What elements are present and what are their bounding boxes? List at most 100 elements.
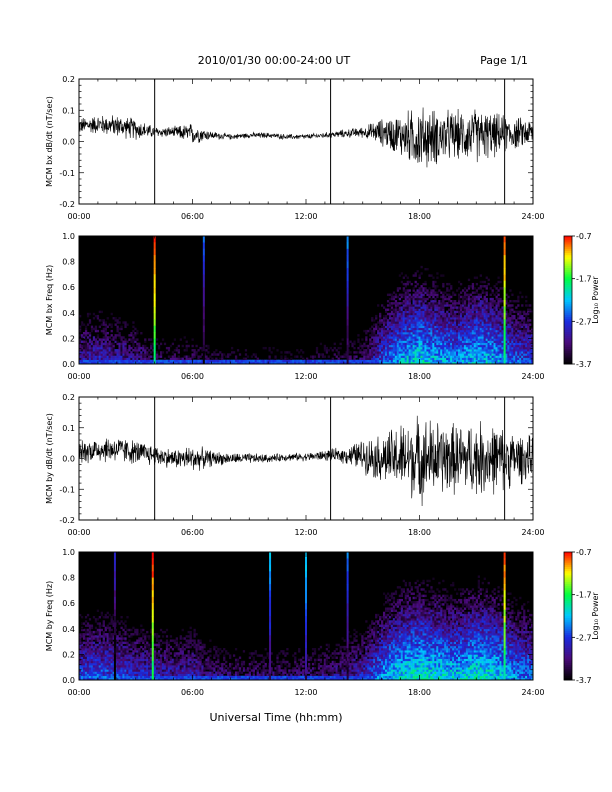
spectrogram-cell <box>185 344 188 348</box>
spectrogram-cell <box>493 310 496 314</box>
spectrogram-cell <box>428 353 431 356</box>
colorbar-step <box>564 297 572 301</box>
spectrogram-cell <box>428 351 431 354</box>
spectrogram-cell <box>428 361 431 365</box>
spectrogram-cell <box>469 285 473 288</box>
colorbar-step <box>564 236 572 239</box>
spectrogram-cell <box>82 656 86 659</box>
spectrogram-cell <box>475 310 479 314</box>
spectrogram-cell <box>402 336 405 339</box>
spectrogram-cell <box>487 321 490 324</box>
spectrogram-cell <box>440 314 443 318</box>
spectrogram-cell <box>349 357 352 361</box>
spectrogram-cell <box>371 325 374 329</box>
spectrogram-cell <box>79 639 82 642</box>
spectrogram-cell <box>327 361 330 365</box>
spectrogram-cell <box>515 344 518 348</box>
spectrogram-cell <box>386 338 390 341</box>
spectrogram-cell <box>406 300 409 303</box>
spectrogram-cell <box>96 314 100 318</box>
spectrogram-cell <box>517 344 520 348</box>
spectrogram-cell <box>412 351 415 354</box>
spectrogram-cell <box>457 329 461 333</box>
spectrogram-cell <box>471 344 475 348</box>
spectrogram-cell <box>132 334 135 337</box>
spectrogram-cell <box>191 355 194 358</box>
spectrogram-cell <box>479 306 482 309</box>
spectrogram-cell <box>493 357 496 361</box>
spectrogram-cell <box>311 361 315 365</box>
spectrogram-cell <box>100 656 103 659</box>
spectrogram-cell <box>381 353 384 356</box>
spectrogram-cell <box>408 310 411 314</box>
spectrogram-cell <box>436 306 439 309</box>
spectrogram-cell <box>457 295 461 299</box>
spectrogram-cell <box>475 321 479 324</box>
spectrogram-cell <box>402 361 405 365</box>
y-tick-label: 0.0 <box>62 455 75 464</box>
spectrogram-cell <box>270 361 273 365</box>
spectrogram-cell <box>386 312 390 316</box>
spectrogram-cell <box>94 342 98 346</box>
spectrogram-cell <box>525 340 528 343</box>
spectrogram-cell <box>114 349 117 352</box>
spectrogram-cell <box>150 671 153 674</box>
spectrogram-cell <box>384 351 388 354</box>
spectrogram-cell <box>110 633 113 636</box>
colorbar-step <box>564 238 572 241</box>
spectrogram-cell <box>327 355 330 358</box>
spectrogram-cell <box>100 662 103 666</box>
spectrogram-cell <box>473 310 477 314</box>
spectrogram-cell <box>521 310 524 314</box>
spectrogram-cell <box>495 344 498 348</box>
spectrogram-cell <box>185 346 188 350</box>
spectrogram-cell <box>98 662 102 666</box>
spectrogram-cell <box>90 342 94 346</box>
spectrogram-cell <box>465 334 469 337</box>
spectrogram-cell <box>509 317 512 320</box>
spectrogram-cell <box>132 641 135 645</box>
spectrogram-cell <box>108 677 111 681</box>
spectrogram-cell <box>94 667 98 670</box>
spectrogram-cell <box>479 304 482 307</box>
spectrogram-cell <box>110 656 113 659</box>
spectrogram-cell <box>483 308 486 311</box>
spectrogram-cell <box>444 334 447 337</box>
spectrogram-cell <box>157 673 161 677</box>
spectrogram-cell <box>284 357 287 361</box>
spectrogram-cell <box>414 319 417 322</box>
spectrogram-cell <box>430 353 433 356</box>
spectrogram-cell <box>122 677 125 681</box>
spectrogram-cell <box>448 342 451 346</box>
spectrogram-cell <box>349 340 352 343</box>
spectrogram-cell <box>497 344 500 348</box>
spectrogram-cell <box>426 332 429 335</box>
spectrogram-cell <box>173 357 177 361</box>
spectrogram-cell <box>501 308 504 311</box>
spectrogram-cell <box>457 306 461 309</box>
spectrogram-cell <box>426 351 429 354</box>
spectrogram-cell <box>422 338 425 341</box>
spectrogram-cell <box>392 323 396 326</box>
spectrogram-cell <box>94 314 98 318</box>
spectrogram-cell <box>79 361 82 365</box>
spectrogram-cell <box>527 327 530 331</box>
spectrogram-cell <box>489 351 492 354</box>
x-tick-label: 12:00 <box>294 528 317 537</box>
spectrogram-cell <box>402 302 405 305</box>
spectrogram-cell <box>159 656 163 659</box>
spectrogram-cell <box>146 351 149 354</box>
spectrogram-cell <box>92 616 96 619</box>
spectrogram-cell <box>452 334 455 337</box>
spectrogram-cell <box>491 336 494 339</box>
spectrogram-cell <box>440 353 443 356</box>
spectrogram-cell <box>483 332 486 335</box>
spectrogram-cell <box>150 650 153 653</box>
spectrogram-cell <box>130 340 133 343</box>
spectrogram-cell <box>79 340 82 343</box>
spectrogram-cell <box>434 306 437 309</box>
spectrogram-cell <box>436 340 439 343</box>
spectrogram-cell <box>432 349 435 352</box>
colorbar-step <box>564 295 572 299</box>
